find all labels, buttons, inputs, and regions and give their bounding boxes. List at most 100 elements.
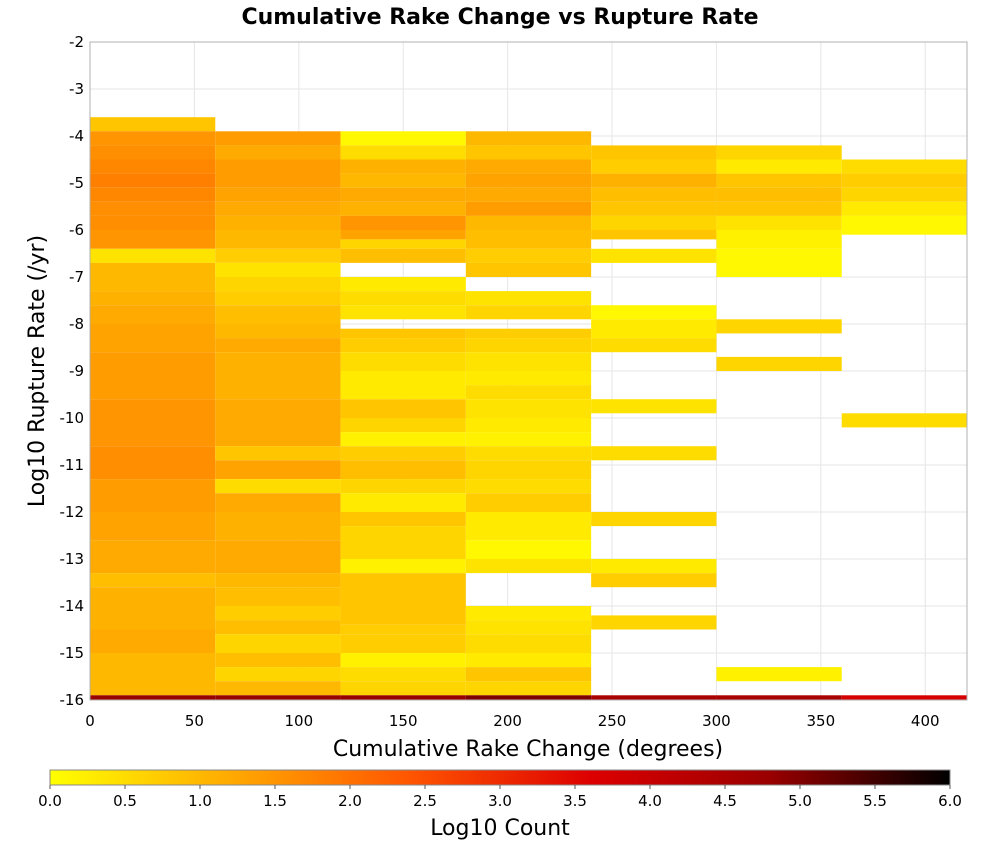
heatmap-cell — [340, 201, 466, 216]
heatmap-cell — [716, 319, 842, 334]
heatmap-cell — [90, 479, 216, 512]
heatmap-cell — [215, 399, 341, 447]
colorbar-tick-label: 2.0 — [338, 792, 362, 810]
heatmap-cell — [90, 695, 216, 700]
y-tick-label: -7 — [69, 268, 84, 286]
heatmap-cell — [340, 624, 466, 635]
heatmap-cell — [340, 667, 466, 682]
heatmap-cell — [90, 324, 216, 353]
x-tick-label: 300 — [702, 712, 731, 730]
heatmap-cell — [340, 338, 466, 353]
heatmap-cell — [215, 291, 341, 306]
heatmap-cell — [465, 385, 592, 400]
heatmap-cell — [90, 117, 216, 132]
heatmap-cell — [841, 173, 967, 188]
heatmap-cell — [716, 187, 842, 202]
heatmap-cell — [591, 615, 717, 630]
heatmap-cell — [591, 201, 717, 216]
heatmap-cell — [465, 540, 592, 559]
heatmap-cell — [215, 512, 341, 541]
heatmap-cell — [340, 277, 466, 292]
plot-frame — [89, 41, 968, 701]
heatmap-cell — [465, 559, 592, 574]
heatmap-cell — [340, 173, 466, 188]
heatmap-cell — [90, 573, 216, 588]
heatmap-cell — [90, 145, 216, 160]
heatmap-cell — [716, 201, 842, 216]
colorbar-tick-label: 4.0 — [638, 792, 662, 810]
heatmap-cell — [465, 201, 592, 216]
heatmap-cell — [465, 606, 592, 621]
colorbar-tick-label: 3.0 — [488, 792, 512, 810]
heatmap-cell — [591, 338, 717, 353]
heatmap-cell — [340, 371, 466, 400]
heatmap-cell — [215, 634, 341, 653]
heatmap-cell — [465, 371, 592, 386]
heatmap-cell — [716, 248, 842, 277]
heatmap-cell — [340, 399, 466, 418]
heatmap-cell — [215, 446, 341, 461]
heatmap-cell — [340, 446, 466, 461]
heatmap-cell — [591, 145, 717, 160]
heatmap-cell — [340, 681, 466, 696]
heatmap-cell — [465, 446, 592, 461]
heatmap-cell — [716, 145, 842, 160]
heatmap-cell — [215, 540, 341, 574]
colorbar-tick-label: 0.5 — [113, 792, 137, 810]
heatmap-cell — [340, 187, 466, 202]
heatmap-cell — [215, 620, 341, 635]
heatmap-cell — [90, 201, 216, 216]
y-tick-label: -8 — [69, 315, 84, 333]
heatmap-cell — [465, 338, 592, 353]
heatmap-cell — [90, 230, 216, 249]
heatmap-cell — [90, 215, 216, 230]
x-axis-label: Cumulative Rake Change (degrees) — [333, 737, 723, 762]
colorbar-tick-label: 5.0 — [788, 792, 812, 810]
y-tick-label: -2 — [69, 33, 84, 51]
heatmap-cell — [215, 695, 341, 700]
y-tick-label: -6 — [69, 221, 84, 239]
heatmap-cell — [90, 131, 216, 146]
heatmap-cell — [215, 305, 341, 324]
heatmap-cell — [340, 695, 466, 700]
heatmap-cells — [90, 117, 967, 700]
heatmap-cell — [90, 291, 216, 306]
colorbar-tick-label: 6.0 — [938, 792, 962, 810]
y-tick-label: -4 — [69, 127, 84, 145]
heatmap-cell — [215, 653, 341, 668]
heatmap-cell — [215, 606, 341, 621]
heatmap-cell — [90, 540, 216, 574]
heatmap-cell — [465, 131, 592, 146]
heatmap-cell — [465, 634, 592, 653]
y-tick-label: -14 — [60, 597, 85, 615]
colorbar-tick-label: 3.5 — [563, 792, 587, 810]
heatmap-cell — [591, 319, 717, 339]
heatmap-cell — [465, 418, 592, 433]
heatmap-cell — [340, 493, 466, 512]
heatmap-cell — [90, 446, 216, 480]
heatmap-cell — [340, 131, 466, 146]
heatmap-cell — [215, 667, 341, 682]
heatmap-cell — [465, 620, 592, 635]
heatmap-cell — [215, 230, 341, 249]
heatmap-cell — [215, 248, 341, 263]
y-tick-label: -13 — [60, 550, 85, 568]
heatmap-cell — [90, 248, 216, 263]
x-tick-label: 50 — [185, 712, 204, 730]
heatmap-cell — [215, 262, 341, 277]
heatmap-cell — [465, 460, 592, 480]
heatmap-cell — [90, 262, 216, 292]
x-tick-label: 250 — [598, 712, 627, 730]
heatmap-cell — [215, 460, 341, 480]
heatmap-cell — [465, 432, 592, 447]
heatmap-cell — [340, 573, 466, 625]
heatmap-cell — [215, 493, 341, 512]
heatmap-cell — [465, 512, 592, 541]
heatmap-cell — [465, 305, 592, 320]
heatmap-cell — [90, 159, 216, 174]
heatmap-cell — [716, 173, 842, 188]
heatmap-cell — [591, 215, 717, 230]
heatmap-cell — [591, 399, 717, 414]
heatmap-cell — [215, 201, 341, 216]
